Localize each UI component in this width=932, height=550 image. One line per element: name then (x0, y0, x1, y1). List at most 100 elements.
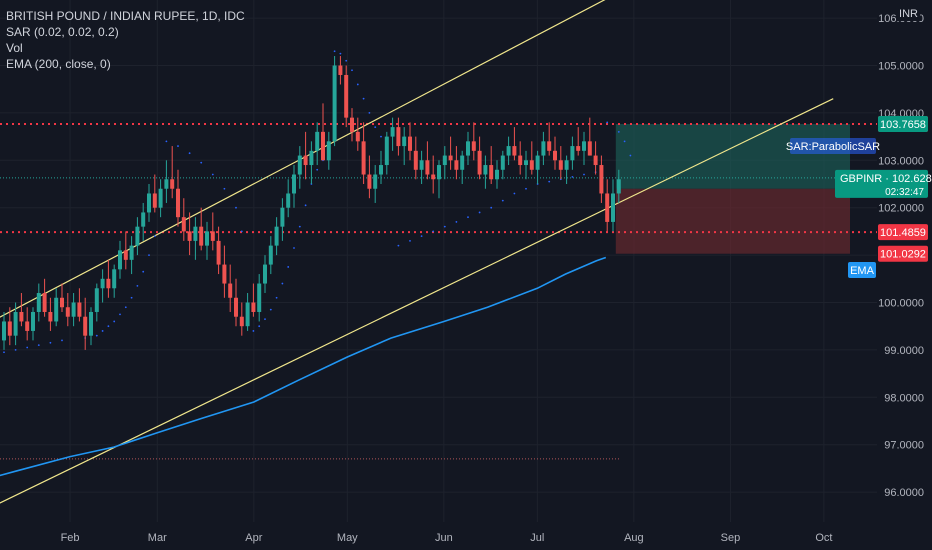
candle-body (268, 245, 273, 265)
price-axis-label (878, 116, 928, 133)
sar-dot (513, 192, 516, 195)
candle-body (123, 250, 128, 260)
candle-body (442, 155, 447, 166)
sar-dot (281, 282, 284, 285)
candle-body (60, 297, 64, 308)
price-axis-bg (877, 0, 932, 550)
ema-legend[interactable]: EMA (200, close, 0) (6, 57, 111, 71)
vol-legend[interactable]: Vol (6, 41, 23, 55)
x-tick-label: Aug (624, 532, 644, 544)
candle-body (170, 179, 175, 189)
sar-dot (374, 126, 377, 129)
candle-body (280, 207, 285, 227)
candle-body (321, 131, 325, 161)
sar-dot (142, 270, 145, 273)
sar-dot (432, 230, 435, 233)
candle-body (303, 155, 308, 166)
ema-line (0, 256, 607, 477)
y-tick-label: 97.0000 (884, 440, 924, 452)
sar-dot (571, 175, 574, 178)
candle-body (42, 293, 47, 312)
candle-body (587, 141, 592, 156)
candle-body (181, 217, 186, 232)
candle-body (350, 117, 354, 132)
price-axis-label-text: 103.7658 (880, 119, 926, 131)
candle-body (355, 131, 360, 142)
sar-dot (240, 230, 243, 233)
candle-body (77, 302, 82, 317)
sar-dot (304, 204, 307, 207)
sar-dot (119, 313, 121, 316)
sar-dot (287, 266, 290, 268)
candle-body (471, 141, 476, 151)
candle-body (216, 240, 221, 265)
y-tick-label: 100.0000 (878, 298, 924, 310)
indicator-legend: BRITISH POUND / INDIAN RUPEE, 1D, IDC SA… (6, 8, 245, 72)
candle-body (36, 293, 41, 312)
sar-legend[interactable]: SAR (0.02, 0.02, 0.2) (6, 25, 119, 39)
sar-dot (293, 247, 295, 249)
y-tick-label: 99.0000 (884, 345, 924, 357)
last-price-tag (835, 169, 928, 198)
candle-body (48, 311, 53, 322)
price-axis-label-text: 101.0292 (880, 249, 926, 261)
currency-badge[interactable]: INR (897, 7, 920, 21)
candle-body (147, 193, 151, 213)
profit-zone (615, 124, 850, 189)
candle-body (558, 160, 563, 170)
channel-line (0, 0, 606, 318)
candle-body (274, 226, 279, 246)
sar-dot (49, 341, 52, 344)
sar-dot (130, 296, 133, 299)
y-tick-label: 98.0000 (884, 392, 924, 404)
sar-dot (606, 121, 609, 124)
sar-dot (548, 180, 551, 183)
sar-dot (339, 52, 342, 55)
candle-body (106, 278, 111, 289)
candle-body (164, 179, 169, 189)
sar-dot (26, 346, 29, 349)
candle-body (605, 193, 610, 222)
x-tick-label: Apr (245, 532, 262, 544)
sar-dot (298, 225, 301, 228)
sar-dot (61, 339, 63, 342)
time-axis-bg (0, 522, 877, 550)
sar-dot (409, 239, 411, 242)
sar-dot (252, 330, 255, 332)
sar-dot (316, 168, 319, 171)
candle-body (292, 174, 296, 194)
candle-body (263, 264, 267, 284)
sar-dot (264, 318, 266, 320)
candle-body (489, 165, 494, 180)
candle-body (593, 155, 598, 166)
candle-body (367, 174, 372, 189)
candle-body (315, 131, 320, 151)
candle-body (89, 311, 93, 336)
candle-body (187, 231, 192, 241)
candle-body (408, 136, 412, 151)
candle-body (2, 321, 6, 341)
candle-body (425, 160, 430, 175)
candle-body (437, 165, 441, 180)
sar-dot (617, 130, 620, 133)
candle-body (576, 146, 581, 151)
candle-body (582, 141, 586, 151)
candle-body (199, 226, 204, 246)
candle-body (454, 160, 459, 170)
sar-dot (455, 221, 458, 223)
candle-body (112, 269, 117, 289)
sar-dot (101, 330, 104, 332)
sar-dot (351, 69, 353, 72)
sar-dot (200, 161, 203, 164)
sar-dot (629, 154, 632, 157)
candle-body (448, 155, 453, 161)
candle-body (570, 146, 575, 161)
symbol-price-label: GBPINR · 102.6288 (840, 173, 932, 185)
candle-body (326, 141, 331, 161)
candle-body (135, 226, 140, 246)
sar-dot (467, 216, 469, 219)
sar-dot (490, 206, 493, 209)
candle-body (25, 321, 30, 331)
